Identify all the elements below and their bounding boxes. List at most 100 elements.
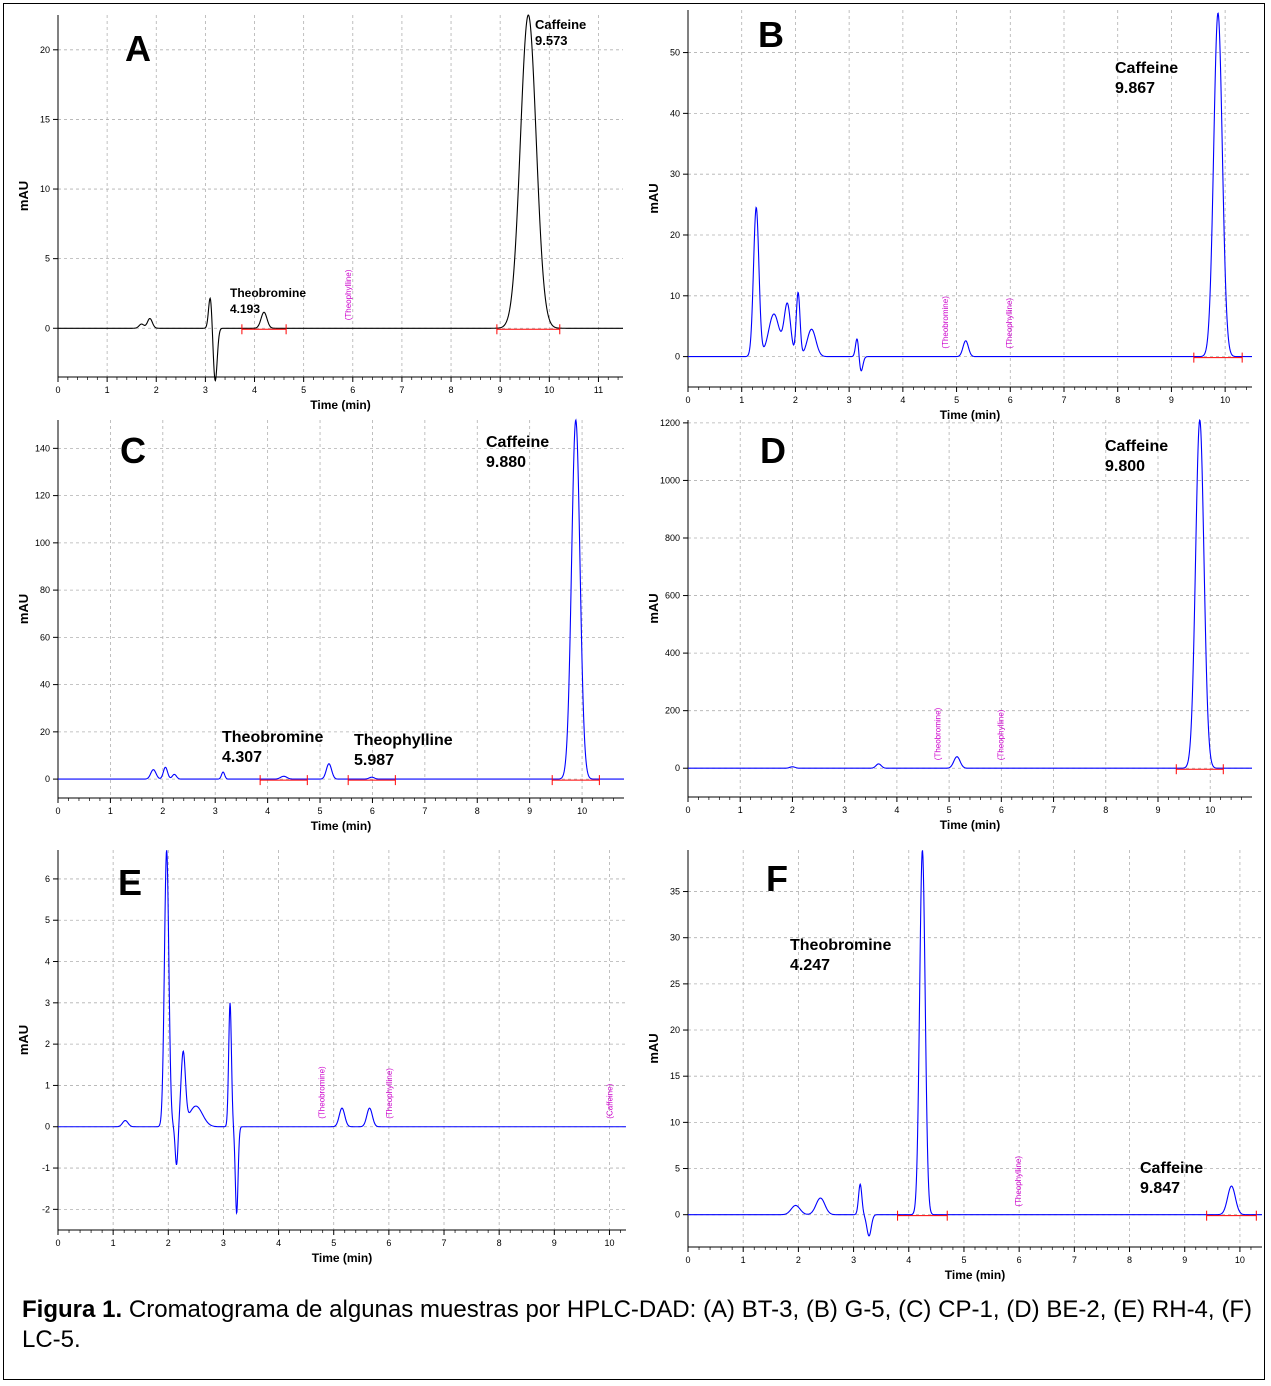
- peak-label-name: Caffeine: [486, 434, 549, 451]
- x-tick-label: 10: [577, 806, 587, 816]
- x-tick-label: 4: [894, 805, 899, 815]
- y-tick-label: 2: [45, 1039, 50, 1049]
- x-tick-label: 8: [1115, 395, 1120, 405]
- x-tick-label: 0: [55, 806, 60, 816]
- peak-label-name: Theobromine: [790, 937, 891, 954]
- y-tick-label: 25: [670, 979, 680, 989]
- x-axis-label: Time (min): [311, 819, 371, 833]
- y-tick-label: 40: [40, 680, 50, 690]
- x-tick-label: 7: [442, 1238, 447, 1248]
- y-tick-label: 15: [670, 1071, 680, 1081]
- expected-compound-marker: (Theophylline): [1005, 298, 1014, 349]
- x-tick-label: 2: [793, 395, 798, 405]
- peak-label-name: Caffeine: [1115, 60, 1178, 77]
- y-tick-label: 60: [40, 632, 50, 642]
- y-tick-label: 600: [665, 591, 680, 601]
- x-tick-label: 6: [1017, 1255, 1022, 1265]
- x-axis-label: Time (min): [940, 408, 1000, 422]
- caption-text: Cromatograma de algunas muestras por HPL…: [22, 1296, 1252, 1353]
- caption-label: Figura 1.: [22, 1296, 123, 1323]
- x-tick-label: 8: [449, 385, 454, 395]
- expected-compound-marker: (Theophylline): [996, 709, 1005, 760]
- x-tick-label: 7: [1072, 1255, 1077, 1265]
- x-tick-label: 5: [318, 806, 323, 816]
- chromatogram-svg-d: 0 1 2 3 4 5 6 7 8 9 10 0 200 400 600 800 1000 1200 Time (m…: [646, 418, 1252, 832]
- chromatogram-trace: [58, 418, 624, 780]
- x-tick-label: 7: [1061, 395, 1066, 405]
- y-tick-label: 20: [40, 45, 50, 55]
- x-tick-label: 9: [1182, 1255, 1187, 1265]
- x-tick-label: 9: [498, 385, 503, 395]
- y-axis-label: mAU: [646, 1033, 661, 1063]
- x-tick-label: 8: [1127, 1255, 1132, 1265]
- figure-frame: [3, 3, 1265, 1380]
- peak-label-name: Caffeine: [1105, 438, 1168, 455]
- y-tick-label: 1000: [660, 475, 680, 485]
- peak-label-rt: 4.307: [222, 749, 262, 766]
- y-tick-label: 20: [40, 727, 50, 737]
- y-tick-label: 0: [45, 323, 50, 333]
- chromatogram-trace: [688, 419, 1252, 769]
- x-tick-label: 5: [954, 395, 959, 405]
- panel-letter: A: [125, 28, 151, 69]
- x-tick-label: 0: [55, 385, 60, 395]
- peak-label-rt: 9.880: [486, 454, 526, 471]
- x-tick-label: 10: [604, 1238, 614, 1248]
- chromatogram-panel-f: 0 1 2 3 4 5 6 7 8 9 10 0 5 10 15 20 25 30 35 Time (min) mAU F…: [640, 845, 1265, 1290]
- y-tick-label: 5: [675, 1164, 680, 1174]
- x-tick-label: 10: [544, 385, 554, 395]
- y-tick-label: 120: [35, 491, 50, 501]
- peak-label-rt: 9.573: [535, 33, 568, 48]
- x-tick-label: 9: [527, 806, 532, 816]
- peak-label-rt: 9.800: [1105, 458, 1145, 475]
- x-tick-label: 4: [276, 1238, 281, 1248]
- chromatogram-trace: [688, 850, 1262, 1237]
- y-tick-label: 0: [45, 1122, 50, 1132]
- y-tick-label: 100: [35, 538, 50, 548]
- x-tick-label: 9: [1169, 395, 1174, 405]
- y-axis-label: mAU: [16, 1025, 31, 1055]
- expected-compound-marker: (Caffeine): [605, 1083, 614, 1118]
- x-tick-label: 3: [221, 1238, 226, 1248]
- peak-label-name: Theobromine: [222, 729, 323, 746]
- expected-compound-marker: (Theobromine): [318, 1066, 327, 1119]
- y-tick-label: 15: [40, 114, 50, 124]
- x-tick-label: 3: [842, 805, 847, 815]
- x-tick-label: 9: [1155, 805, 1160, 815]
- y-tick-label: 0: [675, 1210, 680, 1220]
- x-tick-label: 7: [399, 385, 404, 395]
- x-tick-label: 10: [1235, 1255, 1245, 1265]
- x-tick-label: 5: [331, 1238, 336, 1248]
- y-tick-label: 30: [670, 933, 680, 943]
- x-tick-label: 4: [252, 385, 257, 395]
- y-tick-label: 6: [45, 874, 50, 884]
- x-tick-label: 1: [111, 1238, 116, 1248]
- y-tick-label: 20: [670, 1025, 680, 1035]
- peak-label-name: Theophylline: [354, 732, 453, 749]
- panel-letter: C: [120, 430, 146, 471]
- y-tick-label: 0: [45, 774, 50, 784]
- y-tick-label: 80: [40, 585, 50, 595]
- x-tick-label: 9: [552, 1238, 557, 1248]
- x-tick-label: 1: [105, 385, 110, 395]
- x-tick-label: 7: [422, 806, 427, 816]
- x-tick-label: 3: [851, 1255, 856, 1265]
- peak-label-name: Theobromine: [230, 286, 306, 300]
- y-tick-label: 10: [670, 1117, 680, 1127]
- x-tick-label: 1: [741, 1255, 746, 1265]
- chromatogram-panel-e: 0 1 2 3 4 5 6 7 8 9 10 -2 -1 0 1 2 3 4 5 6 Time (min) mAU E (Th…: [10, 845, 626, 1290]
- x-tick-label: 4: [900, 395, 905, 405]
- chromatogram-trace: [688, 12, 1252, 372]
- chromatogram-trace: [58, 850, 626, 1216]
- x-tick-label: 2: [166, 1238, 171, 1248]
- peak-label-rt: 5.987: [354, 752, 394, 769]
- y-tick-label: 800: [665, 533, 680, 543]
- x-tick-label: 10: [1220, 395, 1230, 405]
- peak-label-rt: 4.193: [230, 302, 260, 316]
- x-tick-label: 4: [265, 806, 270, 816]
- x-tick-label: 0: [55, 1238, 60, 1248]
- y-tick-label: 10: [670, 291, 680, 301]
- panel-letter: B: [758, 14, 784, 55]
- x-tick-label: 0: [685, 805, 690, 815]
- y-tick-label: 1: [45, 1080, 50, 1090]
